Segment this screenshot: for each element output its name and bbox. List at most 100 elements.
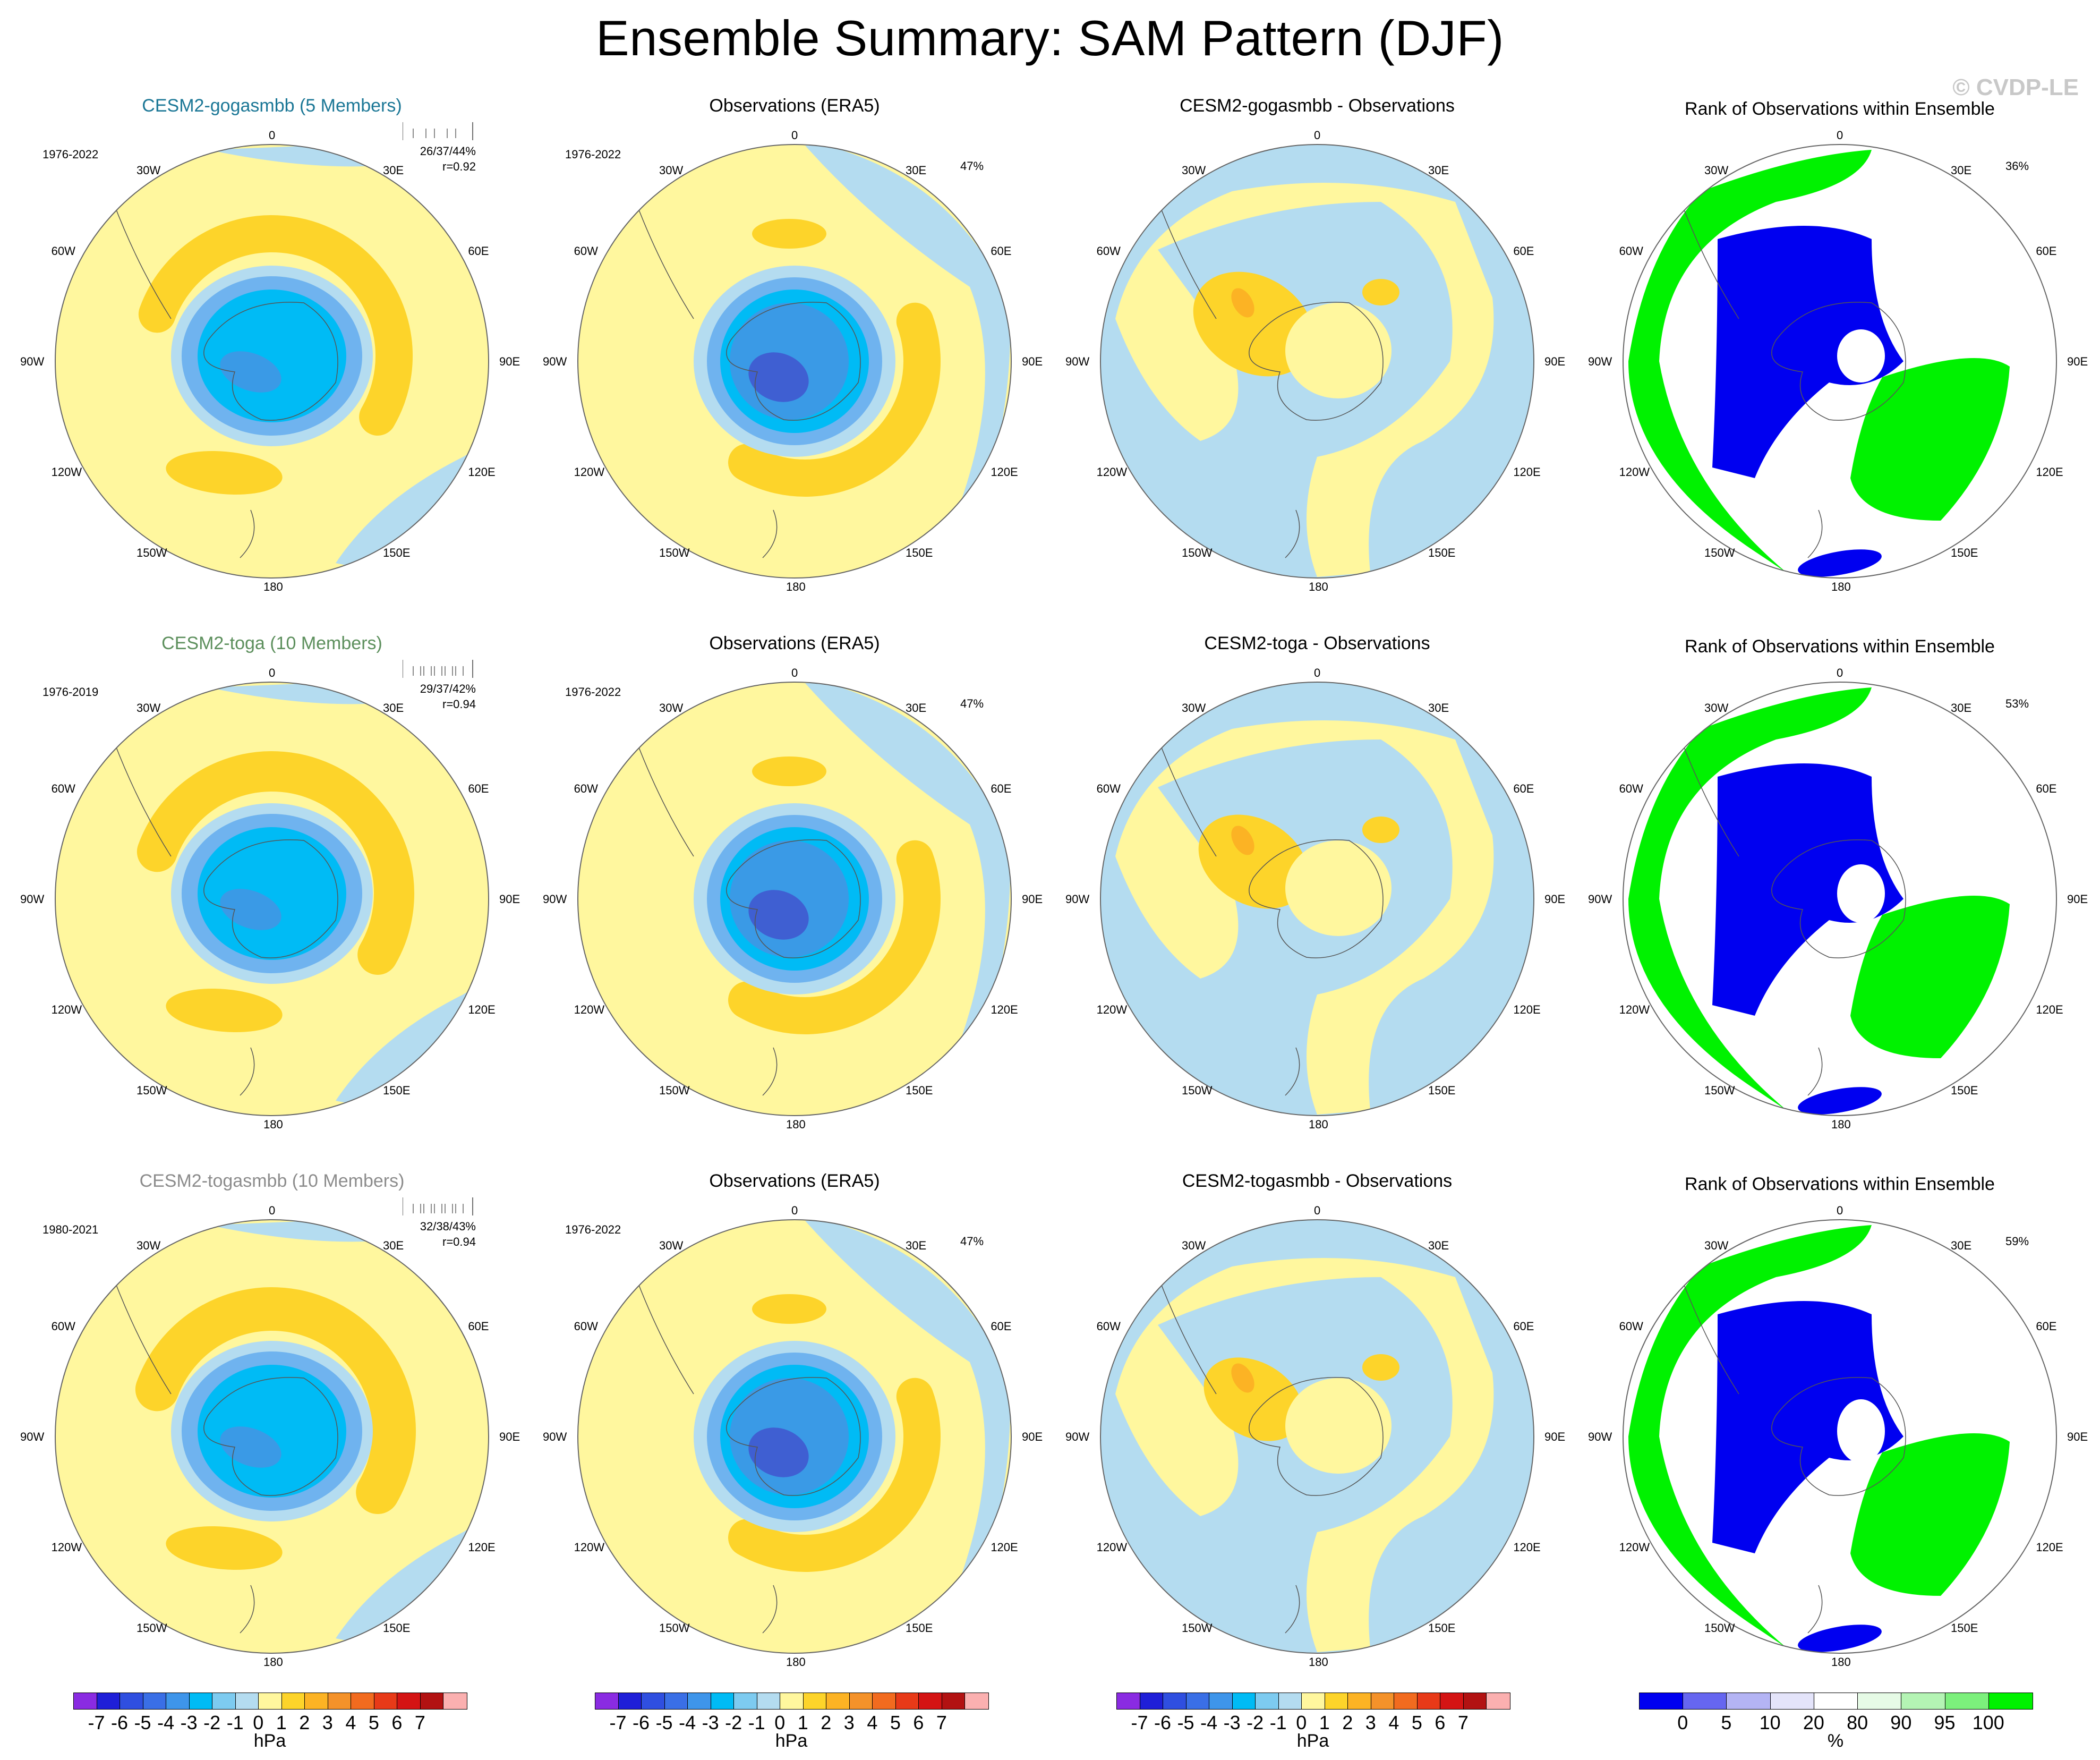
panel-title: CESM2-togasmbb - Observations — [1182, 1171, 1453, 1191]
panel-title: Observations (ERA5) — [709, 1171, 880, 1191]
colorbar-unit: hPa — [775, 1731, 808, 1751]
map-border — [1100, 682, 1534, 1116]
longitude-label: 120E — [2036, 465, 2063, 479]
colorbar-swatch — [74, 1693, 97, 1709]
page-title: Ensemble Summary: SAM Pattern (DJF) — [596, 10, 1504, 66]
colorbar-tick-label: 10 — [1759, 1712, 1781, 1733]
panel-obs-row2: Observations (ERA5) 0 180 30E 30W 60E 60W 90E 90… — [532, 633, 1057, 1170]
positive-blob-contour — [1362, 279, 1399, 305]
longitude-label: 90W — [20, 355, 45, 368]
continent-outline-region — [1285, 840, 1392, 936]
colorbar-tick-label: 2 — [299, 1712, 310, 1733]
longitude-label: 90W — [1588, 355, 1612, 368]
longitude-label: 90W — [20, 892, 45, 906]
stats-block: 29/37/42% r=0.94 — [391, 681, 476, 712]
colorbar-swatch — [664, 1693, 688, 1709]
colorbar-hpa-obs: -7 -6 -5 -4 -3 -2 -1 0 1 2 3 4 5 6 7 hPa — [595, 1693, 989, 1751]
colorbar-swatch — [942, 1693, 966, 1709]
pattern-correlation: r=0.94 — [442, 698, 476, 711]
colorbar-swatch — [1463, 1693, 1487, 1709]
colorbar-swatch — [618, 1693, 642, 1709]
rank-low-region — [1712, 763, 1903, 1016]
longitude-label: 90E — [1544, 1430, 1566, 1443]
colorbar-swatch — [120, 1693, 143, 1709]
longitude-label: 0 — [269, 666, 276, 679]
colorbar-tick-label: 6 — [391, 1712, 403, 1733]
longitude-label: 180 — [786, 580, 806, 593]
panel-diff-row1: CESM2-gogasmbb - Observations 0 180 30E 30W 6… — [1055, 96, 1580, 632]
colorbar-swatch — [1209, 1693, 1233, 1709]
longitude-label: 60W — [1619, 782, 1643, 795]
panel-title: CESM2-toga (10 Members) — [161, 633, 382, 653]
longitude-label: 150E — [906, 546, 933, 560]
longitude-label: 60W — [51, 1320, 75, 1333]
longitude-label: 90W — [1065, 355, 1090, 368]
longitude-label: 150E — [906, 1084, 933, 1098]
longitude-label: 0 — [1837, 129, 1843, 142]
panel-diff-row3: CESM2-togasmbb - Observations 0 180 30E 30W 6… — [1055, 1171, 1580, 1707]
positive-blob-contour — [166, 451, 283, 495]
panel-model-row3: CESM2-togasmbb (10 Members) 0 180 30E 30W 60E… — [10, 1171, 534, 1707]
polar-map — [1100, 144, 1534, 579]
polar-map — [1100, 682, 1534, 1116]
colorbar-tick-label: 1 — [276, 1712, 287, 1733]
longitude-label: 120E — [2036, 1003, 2063, 1016]
longitude-label: 150W — [659, 1621, 690, 1635]
colorbar-tick-label: 1 — [797, 1712, 808, 1733]
new-zealand-coastline — [1285, 1047, 1300, 1096]
colorbar-tick-label: 100 — [1972, 1712, 2004, 1733]
colorbar-swatch — [826, 1693, 850, 1709]
low-pressure-core — [220, 351, 281, 393]
colorbar-swatch — [1140, 1693, 1164, 1709]
colorbar-swatch — [235, 1693, 259, 1709]
longitude-label: 30E — [1428, 1238, 1449, 1252]
map-border — [1623, 144, 2057, 579]
longitude-label: 90W — [1065, 892, 1090, 906]
longitude-label: 180 — [263, 1655, 283, 1669]
colorbar-tick-label: 90 — [1890, 1712, 1912, 1733]
longitude-label: 30E — [383, 701, 404, 715]
longitude-label: 120E — [468, 465, 496, 479]
longitude-label: 90W — [543, 355, 567, 368]
longitude-label: 90W — [1588, 892, 1612, 906]
colorbar-swatch — [803, 1693, 827, 1709]
longitude-label: 60W — [1619, 1320, 1643, 1333]
longitude-label: 0 — [269, 129, 276, 142]
positive-blob-contour — [1362, 817, 1399, 843]
antarctica-coastline — [726, 839, 861, 958]
longitude-label: 90W — [543, 1430, 567, 1443]
panel-rank-row1: Rank of Observations within Ensemble 0 180… — [1577, 96, 2100, 632]
colorbar-swatch — [711, 1693, 735, 1709]
map-border — [1623, 1219, 2057, 1654]
period-label: 1980-2021 — [42, 1223, 99, 1236]
longitude-label: 150E — [1951, 546, 1978, 560]
colorbar-swatch — [259, 1693, 282, 1709]
antarctica-coastline — [1771, 839, 1906, 958]
colorbar-tick-label: 95 — [1934, 1712, 1956, 1733]
colorbar-swatch — [97, 1693, 121, 1709]
panel-title: CESM2-gogasmbb - Observations — [1180, 96, 1455, 116]
longitude-label: 150E — [906, 1621, 933, 1635]
colorbar-tick-label: -1 — [226, 1712, 244, 1733]
longitude-label: 30E — [906, 701, 927, 715]
low-pressure-core — [748, 1427, 809, 1477]
longitude-label: 150W — [136, 1084, 167, 1098]
panel-rank-row2: Rank of Observations within Ensemble 0 180… — [1577, 633, 2100, 1170]
panel-obs-row1: Observations (ERA5) 0 180 30E 30W 60E 60W 90E 90… — [532, 96, 1057, 632]
panel-obs-row3: Observations (ERA5) 0 180 30E 30W 60E 60W 90E 90… — [532, 1171, 1057, 1707]
colorbar-swatch — [1371, 1693, 1395, 1709]
longitude-label: 60E — [2036, 782, 2057, 795]
longitude-label: 120E — [468, 1541, 496, 1554]
colorbar-tick-label: -2 — [1247, 1712, 1264, 1733]
longitude-label: 90E — [1022, 355, 1043, 368]
panel-title: CESM2-gogasmbb (5 Members) — [142, 96, 402, 116]
polar-map — [577, 682, 1012, 1116]
colorbar-tick-label: 4 — [1388, 1712, 1399, 1733]
pct-label: 59% — [2005, 1235, 2029, 1248]
colorbar-swatch — [305, 1693, 328, 1709]
longitude-label: 150E — [383, 546, 411, 560]
colorbar-swatch — [166, 1693, 190, 1709]
longitude-label: 150W — [1704, 1084, 1735, 1098]
field-negative-region — [336, 1516, 489, 1649]
colorbar-tick-label: -2 — [725, 1712, 742, 1733]
